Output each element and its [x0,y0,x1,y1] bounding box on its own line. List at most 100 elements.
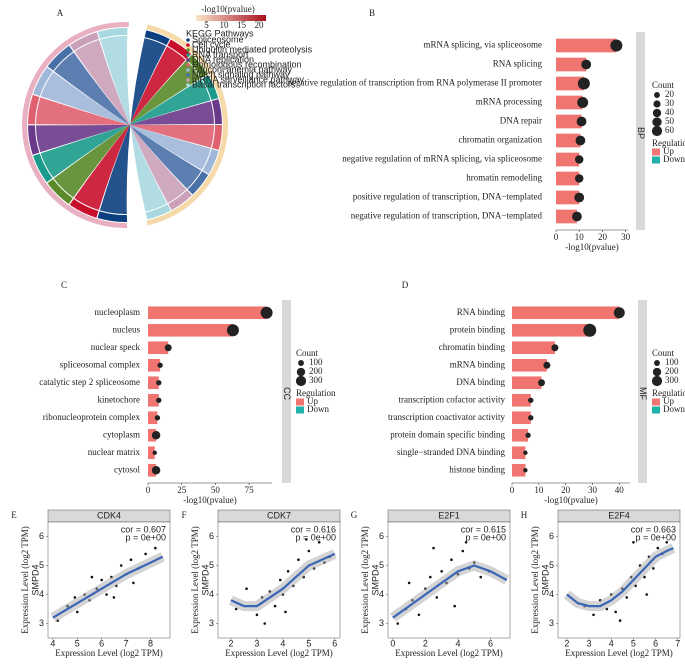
facet-title: CDK4 [97,510,121,520]
count-dot [574,192,585,203]
chord-ribbon [54,52,202,189]
y-axis-label: Expression Level (log2 TPM) [360,526,370,634]
count-dot [151,431,161,440]
point [461,549,465,553]
x-tick-label: 3 [587,638,592,648]
x-tick-label: 40 [615,485,625,495]
annotation: p = 0e+00 [125,532,166,542]
count-dot [152,450,157,455]
colorbar-title: -log10(pvalue) [201,4,254,14]
category-label: mRNA binding [450,359,506,369]
size-legend-title: Count [652,80,675,90]
facet-title: E2F1 [438,510,460,520]
x-axis-label: Expression Level (log2 TPM) [565,648,673,658]
point [632,541,635,544]
bar [512,341,555,355]
bar [556,114,582,129]
x-tick-label: 3 [254,638,259,648]
legend-label: Fanconi anemia pathway [192,64,293,74]
count-dot [523,468,528,473]
y-inner-label: SMPD4 [30,564,40,595]
panel-letter: E [11,510,17,520]
pathway-sector [187,171,209,195]
bar [148,358,161,372]
size-legend-label: 200 [309,366,323,376]
category-label: RNA splicing [493,59,543,69]
y-tick-label: 5 [209,560,214,570]
size-legend-dot [652,108,662,118]
pathway-sector [168,190,192,211]
x-tick-label: 4 [50,638,55,648]
count-dot [572,211,582,222]
point [652,567,655,570]
point [307,549,311,553]
color-legend-label: Up [307,396,318,406]
point [112,596,116,599]
annotation: cor = 0.615 [461,524,506,534]
legend-label: mRNA surveillance pathway [192,74,305,84]
fit-line [566,547,674,608]
color-legend-title: Regulation [296,388,336,398]
gene-sector [97,211,128,222]
legend-swatch [186,78,190,82]
gene-sector [28,125,40,155]
legend-swatch [186,43,190,47]
legend-label: Ubiquitin mediated proteolysis [192,44,313,54]
x-tick-label: 30 [621,232,631,242]
count-dot [528,397,534,403]
point [119,564,123,567]
point [407,581,411,585]
x-axis-label: Expression Level (log2 TPM) [55,648,163,658]
bar [148,393,159,407]
legend-swatch [186,63,190,67]
category-label: transcription cofactor activity [399,394,506,404]
bar [556,152,580,167]
x-tick-label: 20 [598,232,608,242]
x-tick-label: 20 [561,485,571,495]
y-tick-label: 4 [549,589,554,599]
category-label: cytosol [114,464,140,474]
category-label: cytoplasm [103,429,140,439]
count-dot [156,397,162,403]
gene-sector [69,198,99,218]
x-tick-label: 0 [510,485,515,495]
x-tick-label: 5 [306,638,311,648]
legend-swatch [186,53,190,57]
facet-label: CC [282,387,292,400]
chord-ribbon [74,46,186,211]
category-label: mRNA splicing, via spliceosome [424,40,543,50]
x-tick-label: 0 [390,638,395,648]
category-label: negative regulation of mRNA splicing, vi… [342,154,542,164]
legend-label: Basal transcription factors [192,79,296,89]
size-legend-dot [654,360,660,366]
legend-swatch [186,68,190,72]
category-label: spliceosomal complex [60,359,141,369]
size-legend-dot [654,92,660,98]
x-tick-label: 7 [124,638,129,648]
point [618,619,622,622]
gene-sector [28,94,40,125]
point [255,613,259,617]
category-label: histone binding [449,464,505,474]
category-label: mRNA processing [476,97,543,107]
legend-label: Notch signaling pathway [192,69,290,79]
panel-letter: F [181,510,186,520]
gene-sector [47,45,74,71]
count-dot [538,379,545,387]
x-axis-label: Expression Level (log2 TPM) [225,648,333,658]
point [645,593,649,596]
count-dot [523,450,528,455]
size-legend-label: 200 [665,366,679,376]
size-legend-title: Count [652,348,675,358]
bar [512,411,531,425]
point [129,558,133,561]
category-label: catalytic step 2 spliceosome [39,377,140,387]
colorbar-tick-label: 10 [220,20,230,30]
category-label: negative regulation of transcription fro… [288,78,542,88]
category-label: nucleoplasm [95,307,141,317]
y-tick-label: 4 [209,589,214,599]
point [75,610,79,614]
y-tick-label: 5 [379,560,384,570]
x-tick-label: 6 [653,638,658,648]
